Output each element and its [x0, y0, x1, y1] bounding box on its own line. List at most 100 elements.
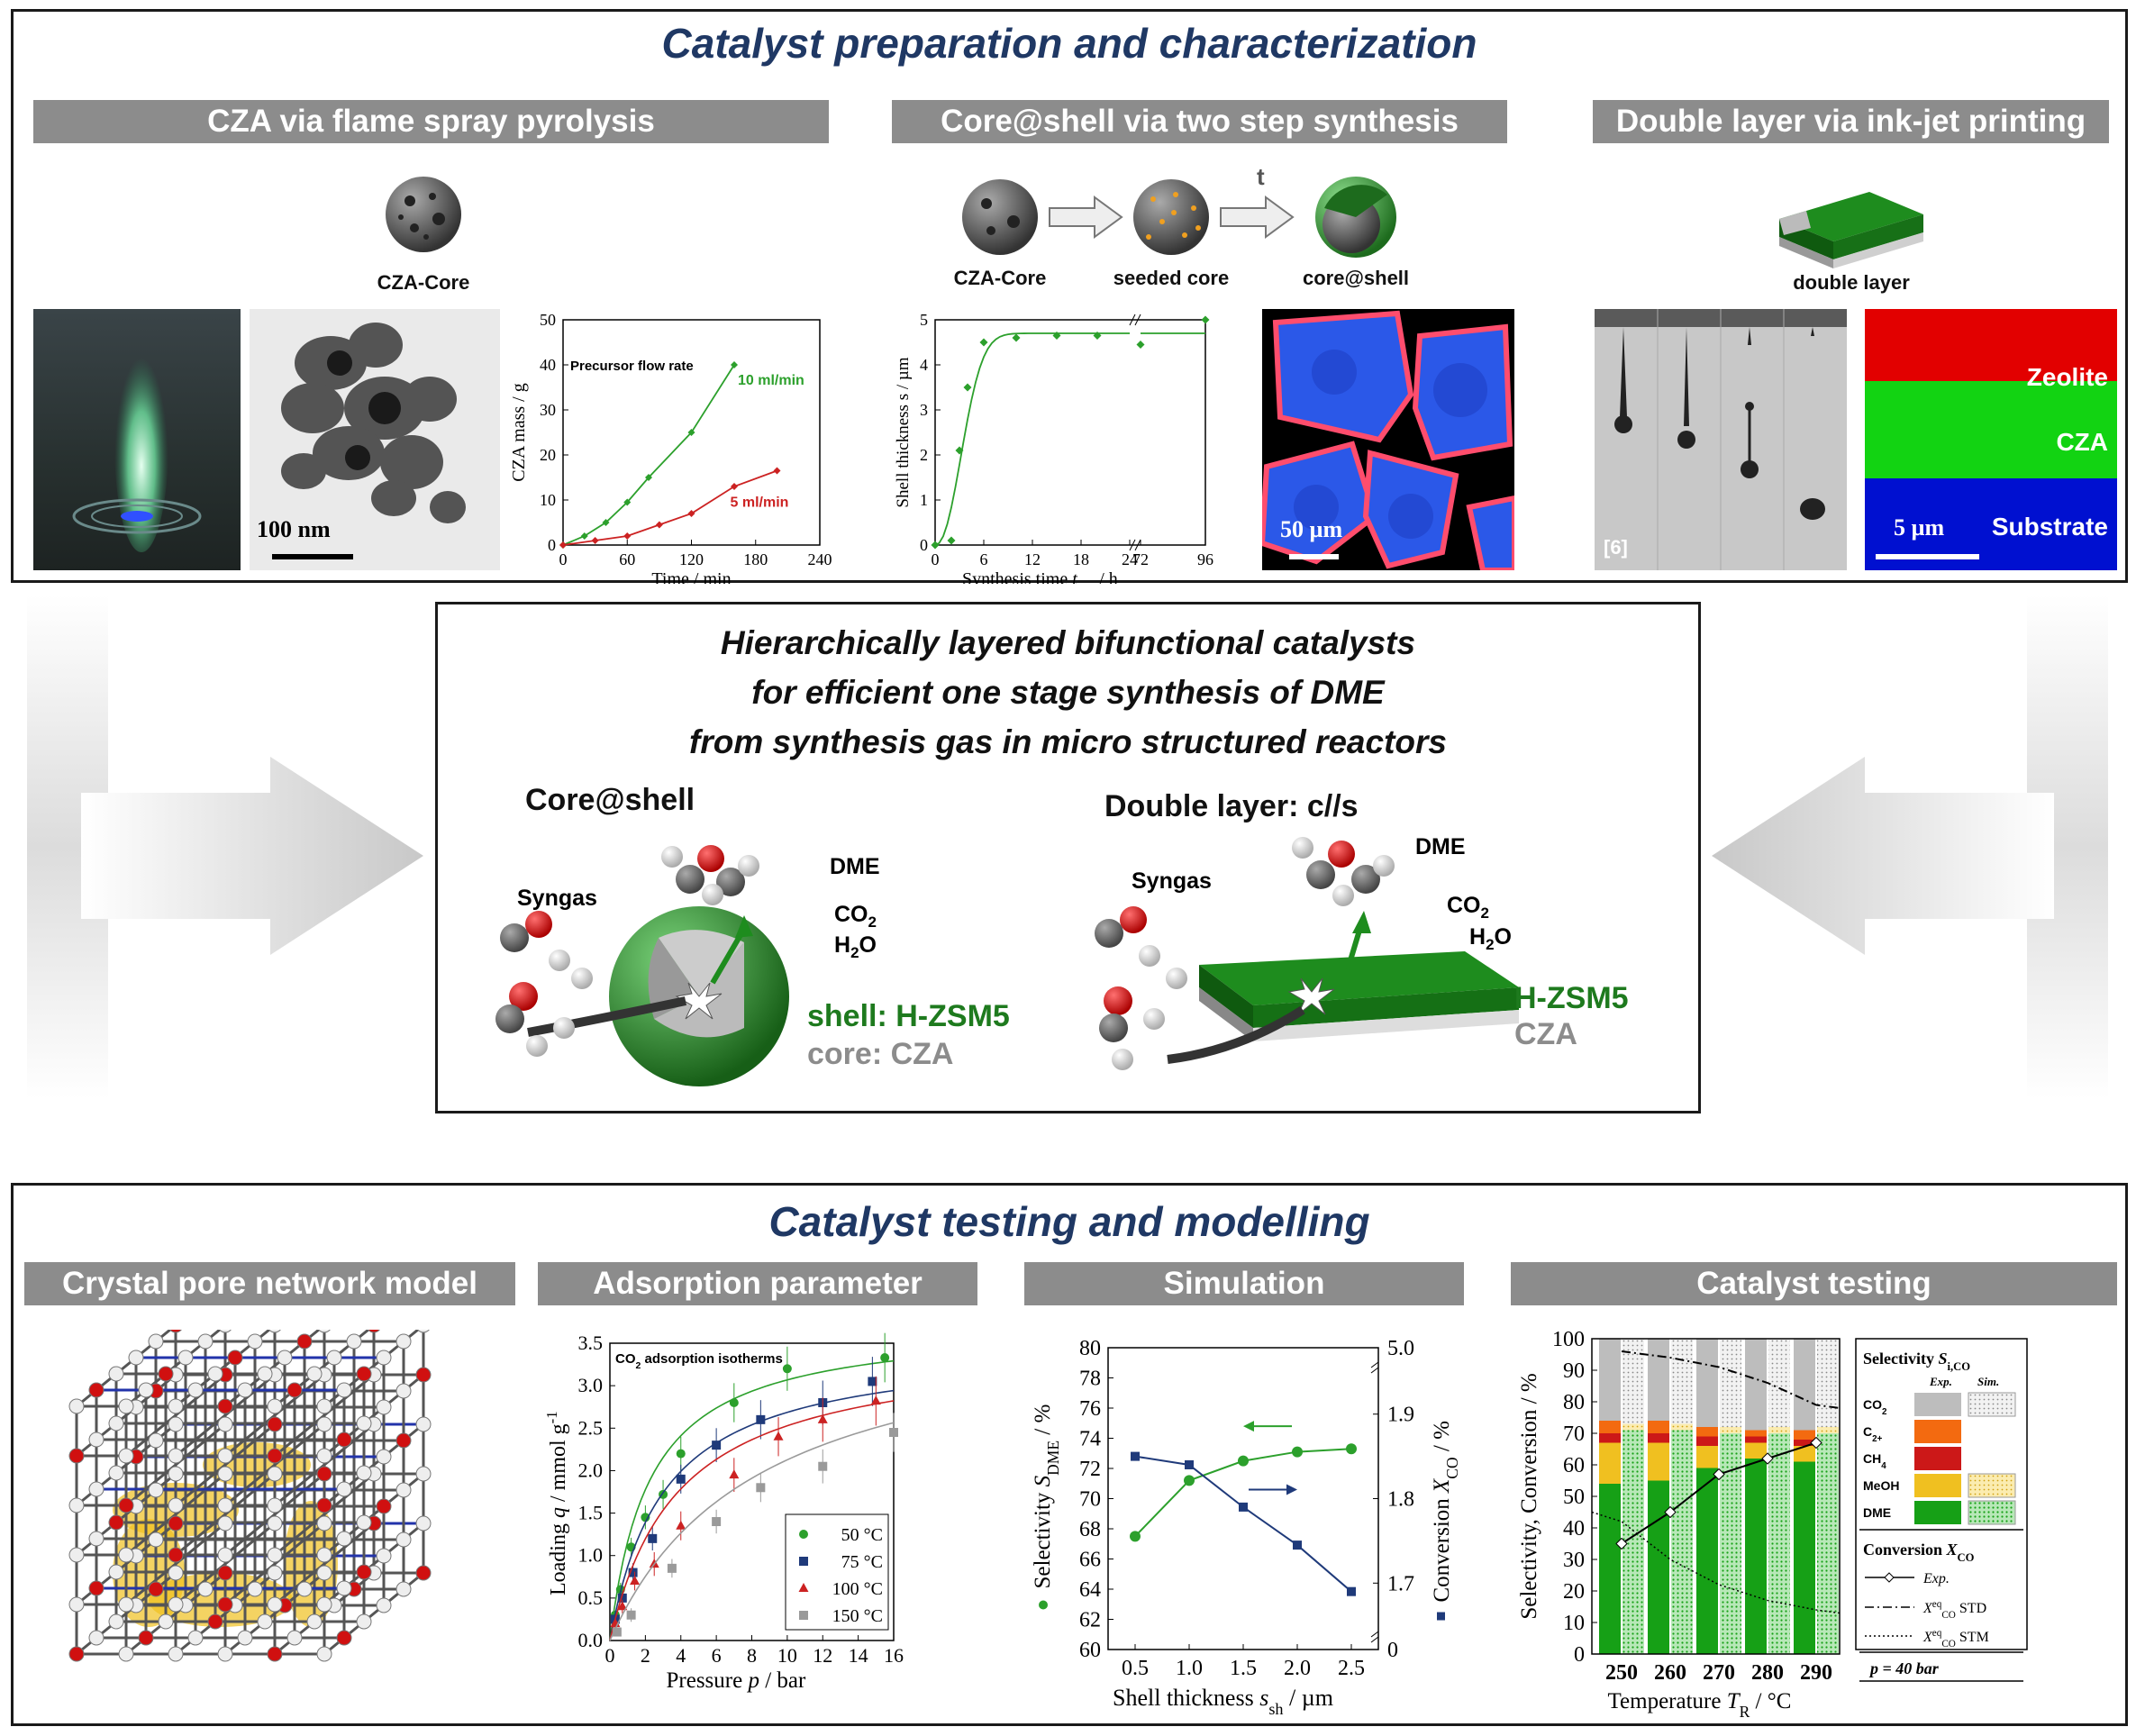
legend-row-label: MeOH	[1863, 1478, 1899, 1493]
pore-node	[108, 1465, 124, 1481]
stm-line	[1591, 1511, 1841, 1614]
exp-bar-segment	[1648, 1339, 1669, 1421]
sim-bar-segment	[1671, 1339, 1693, 1424]
pore-node	[68, 1596, 85, 1613]
y-tick-label: 80	[1079, 1337, 1101, 1360]
x-tick-label: 6	[712, 1644, 722, 1667]
legend-swatch-exp	[1914, 1393, 1961, 1416]
selectivity-point	[1346, 1443, 1357, 1455]
layer-label-substrate: Substrate	[1991, 513, 2108, 541]
pore-node	[118, 1547, 134, 1563]
sim-bar-segment	[1817, 1427, 1839, 1433]
exp-bar-segment	[1745, 1442, 1767, 1459]
top-panel: Catalyst preparation and characterizatio…	[11, 9, 2128, 584]
pore-node	[118, 1497, 134, 1513]
pore-node	[168, 1398, 184, 1414]
data-point	[580, 532, 588, 540]
pore-node	[316, 1515, 332, 1531]
cza-mass-chart: 0 60 120 180 240 0 10 20 30 40 50 Time / min CZA mas…	[509, 311, 832, 584]
exp-bar-segment	[1599, 1484, 1621, 1654]
data-point	[1012, 333, 1021, 342]
section-flame-spray: CZA via flame spray pyrolysis	[33, 100, 829, 143]
x-tick-label: 72	[1132, 550, 1149, 568]
h2o-label-left: H2O	[834, 932, 877, 961]
pore-node	[267, 1646, 283, 1662]
data-point	[623, 498, 632, 506]
exp-bar-segment	[1696, 1436, 1718, 1446]
data-point	[645, 474, 652, 481]
x-tick-label: 0	[932, 550, 940, 568]
simulation-chart: 0.5 1.0 1.5 2.0 2.5 60 62 64 66 68 70 72 74 76 78 80 0 1.…	[1031, 1337, 1461, 1718]
pore-node	[286, 1630, 303, 1646]
double-layer-label: double layer	[1793, 271, 1910, 294]
x-tick-label: 180	[743, 550, 768, 568]
y2-tick-label: 1.7	[1387, 1572, 1414, 1595]
sim-bar-segment	[1720, 1427, 1741, 1433]
exp-bar-segment	[1745, 1339, 1767, 1431]
exp-conversion-point	[1761, 1452, 1774, 1465]
section-catalyst-testing: Catalyst testing	[1511, 1262, 2117, 1305]
pore-node	[108, 1366, 124, 1382]
section-core-shell: Core@shell via two step synthesis	[892, 100, 1507, 143]
pore-node	[158, 1366, 174, 1382]
pore-bond	[244, 1422, 266, 1441]
pore-node	[318, 1330, 331, 1333]
pore-node	[168, 1448, 184, 1464]
exp-bar-segment	[1599, 1339, 1621, 1421]
exp-bar-segment	[1794, 1430, 1815, 1440]
dme-label-right: DME	[1415, 834, 1466, 859]
pore-node	[336, 1580, 352, 1596]
exp-bar-segment	[1794, 1440, 1815, 1446]
pore-node	[356, 1564, 372, 1580]
legend-swatch-sim	[1968, 1392, 2016, 1417]
x-tick-label: 2.5	[1338, 1657, 1365, 1680]
flame-photo	[33, 309, 241, 570]
x-axis-label: Synthesis time tsyn / h	[962, 569, 1118, 584]
pore-node	[415, 1367, 432, 1383]
pore-node	[267, 1515, 283, 1531]
y-tick-label: 20	[540, 446, 556, 464]
pore-node	[267, 1448, 283, 1464]
double-layer-reaction-schematic	[1095, 837, 1519, 1070]
legend-label: 50 °C	[841, 1525, 883, 1545]
bottom-panel: Catalyst testing and modelling Crystal p…	[11, 1183, 2128, 1726]
catalyst-testing-chart: 250 260 270 280 290 0 10 20 30 40 50 60 70 80 90 100 Tem…	[1517, 1328, 2028, 1721]
pore-node	[316, 1596, 332, 1613]
tem-scale-label: 100 nm	[257, 516, 331, 542]
legend-row-label: C2+	[1863, 1424, 1883, 1444]
data-point	[623, 532, 632, 540]
cza-core-label: CZA-Core	[377, 271, 470, 294]
data-point	[818, 1461, 828, 1471]
data-point	[712, 1517, 722, 1526]
pore-network-model	[68, 1330, 432, 1662]
exp-conversion-point	[1615, 1537, 1628, 1550]
pore-node	[237, 1630, 253, 1646]
pore-node	[118, 1646, 134, 1662]
x-axis-label: Shell thickness ssh / µm	[1113, 1685, 1333, 1718]
exp-conversion-point	[1713, 1468, 1725, 1481]
pore-node	[356, 1514, 372, 1531]
x-tick-label: 12	[1024, 550, 1041, 568]
data-point	[628, 1568, 638, 1577]
exp-bar-segment	[1648, 1433, 1669, 1443]
x-tick-label: 8	[747, 1644, 757, 1667]
data-point	[687, 429, 695, 436]
axis-break	[1129, 314, 1136, 326]
data-point	[676, 1449, 686, 1459]
y-tick-label: 100	[1552, 1328, 1585, 1351]
legend-label: 100 °C	[832, 1579, 883, 1599]
exp-bar-segment	[1599, 1433, 1621, 1443]
x-tick-label: 14	[849, 1644, 868, 1667]
pore-node	[68, 1398, 85, 1414]
right-flow-arrow	[1712, 595, 2108, 1099]
pore-node	[267, 1497, 283, 1513]
layer-label-zeolite: Zeolite	[2026, 363, 2108, 391]
y-tick-label: 62	[1079, 1609, 1101, 1632]
data-point	[1052, 332, 1061, 340]
conversion-line	[1134, 1455, 1352, 1593]
pore-node	[257, 1613, 273, 1630]
pore-node	[296, 1333, 313, 1350]
pore-bond	[195, 1422, 216, 1441]
y-axis-label: Selectivity, Conversion / %	[1517, 1373, 1541, 1619]
